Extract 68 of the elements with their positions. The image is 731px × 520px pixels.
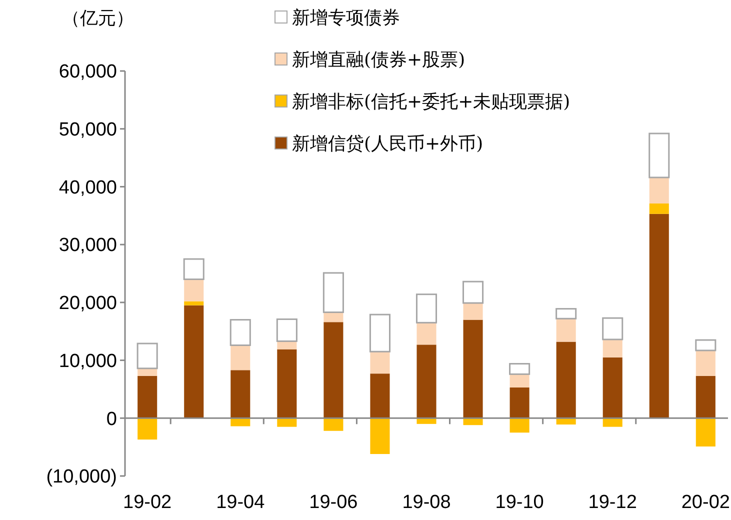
bar — [277, 418, 297, 427]
bar — [463, 320, 483, 418]
y-tick-label: 10,000 — [58, 350, 117, 372]
bar — [184, 305, 204, 418]
bar — [369, 314, 390, 352]
bar — [556, 342, 576, 418]
bar — [602, 339, 622, 358]
bar — [695, 339, 716, 352]
bar — [556, 318, 576, 342]
bar — [696, 350, 716, 376]
bar — [510, 387, 530, 418]
bar — [370, 418, 390, 454]
bar — [138, 418, 158, 440]
bar — [463, 303, 483, 320]
bar — [322, 272, 344, 314]
bar — [184, 279, 204, 302]
x-tick-label: 19-08 — [402, 492, 451, 513]
bar — [138, 376, 158, 418]
bar — [416, 294, 438, 324]
bar — [324, 312, 344, 322]
y-tick-label: 20,000 — [58, 293, 117, 314]
bar — [696, 418, 716, 446]
bar — [510, 418, 530, 433]
bar — [556, 308, 577, 320]
bar — [277, 341, 297, 350]
legend-label: 新增非标(信托+委托+未贴现票据) — [292, 91, 570, 112]
x-tick-label: 19-06 — [309, 492, 358, 513]
bar — [602, 418, 622, 427]
bar — [183, 258, 204, 280]
bar — [230, 319, 251, 346]
bar — [230, 345, 250, 370]
bar — [138, 368, 158, 376]
bar — [136, 342, 158, 370]
legend-label: 新增直融(债券+股票) — [292, 49, 466, 70]
bar — [602, 317, 624, 340]
bar — [462, 280, 484, 304]
y-tick-label: 50,000 — [58, 120, 117, 141]
bar — [184, 301, 204, 306]
bar — [602, 357, 622, 418]
x-tick-label: 19-12 — [588, 492, 637, 513]
bar — [324, 322, 344, 418]
x-tick-label: 20-02 — [681, 492, 730, 513]
bar — [416, 344, 436, 418]
bar — [649, 203, 669, 214]
x-tick-label: 19-04 — [216, 492, 266, 513]
bar — [370, 374, 390, 418]
y-tick-label: 40,000 — [58, 177, 117, 198]
legend-label: 新增专项债券 — [292, 7, 400, 28]
bar — [230, 370, 250, 418]
bar — [276, 318, 298, 342]
bar — [416, 322, 436, 345]
bar — [509, 363, 530, 375]
x-tick-label: 19-02 — [123, 492, 172, 513]
bar — [696, 376, 716, 418]
bar — [648, 132, 670, 178]
bar — [277, 349, 297, 418]
bar — [370, 352, 390, 374]
legend-label: 新增信贷(人民币+外币) — [292, 133, 484, 154]
y-tick-label: 60,000 — [58, 62, 117, 83]
y-axis-title: （亿元） — [62, 8, 134, 28]
y-tick-label: 30,000 — [58, 235, 117, 256]
x-tick-label: 19-10 — [495, 492, 544, 513]
bar — [649, 214, 669, 418]
bar — [649, 177, 669, 204]
y-tick-label: 0 — [106, 408, 117, 430]
y-tick-label: (10,000) — [46, 466, 117, 488]
bar — [324, 418, 344, 431]
bar — [510, 374, 530, 388]
